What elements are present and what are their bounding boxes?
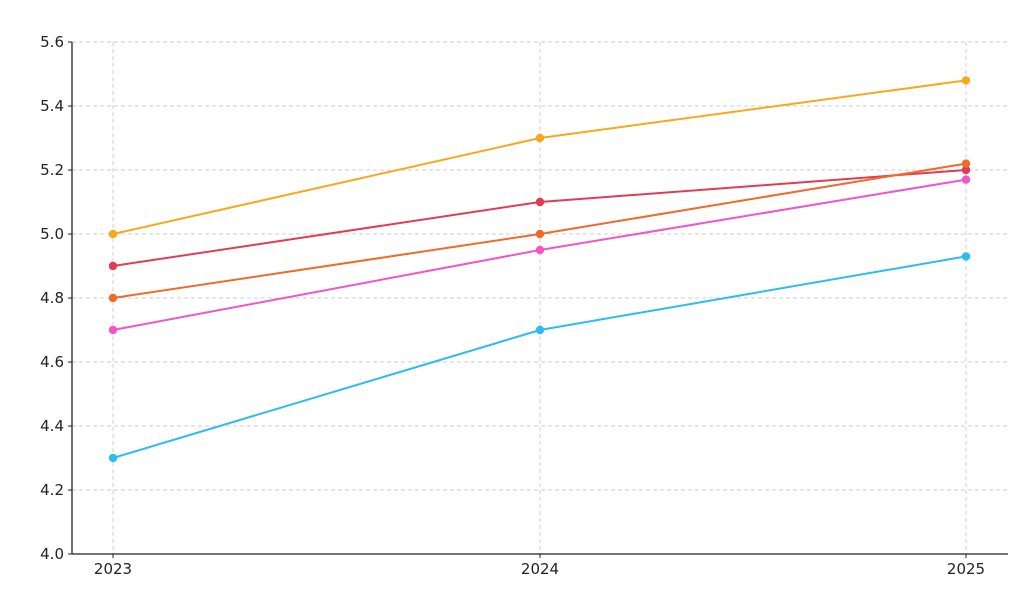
x-tick-label: 2025 <box>947 560 985 578</box>
data-point <box>961 165 971 175</box>
data-point <box>535 133 545 143</box>
series-4 <box>108 175 971 335</box>
data-point <box>961 159 971 168</box>
y-tick-label: 4.6 <box>40 353 64 371</box>
series-2 <box>108 165 971 271</box>
data-point <box>108 325 118 335</box>
data-point <box>108 261 118 271</box>
data-point <box>108 229 118 239</box>
data-point <box>535 325 545 335</box>
axes: 4.0 4.2 4.4 4.6 4.8 5.0 5.2 5.4 5.6 2023 2024 2025 <box>40 33 1008 578</box>
data-point <box>535 229 545 239</box>
data-point <box>535 245 545 255</box>
grid <box>72 41 1008 555</box>
y-tick-label: 5.0 <box>40 225 64 243</box>
y-tick-label: 5.2 <box>40 161 64 179</box>
series-layer <box>108 76 971 463</box>
x-tick-label: 2023 <box>94 560 132 578</box>
series-3 <box>108 159 971 303</box>
data-point <box>108 293 118 303</box>
series-5 <box>108 252 971 463</box>
x-tick-label: 2024 <box>521 560 559 578</box>
y-tick-label: 4.4 <box>40 417 64 435</box>
data-point <box>108 453 118 463</box>
y-tick-label: 4.8 <box>40 289 64 307</box>
data-point <box>961 175 971 184</box>
y-tick-label: 4.2 <box>40 481 64 499</box>
y-tick-label: 5.4 <box>40 97 64 115</box>
y-tick-label: 5.6 <box>40 33 64 51</box>
data-point <box>961 76 971 85</box>
series-1 <box>108 76 971 239</box>
data-point <box>961 252 971 261</box>
data-point <box>535 197 545 207</box>
y-tick-label: 4.0 <box>40 545 64 563</box>
